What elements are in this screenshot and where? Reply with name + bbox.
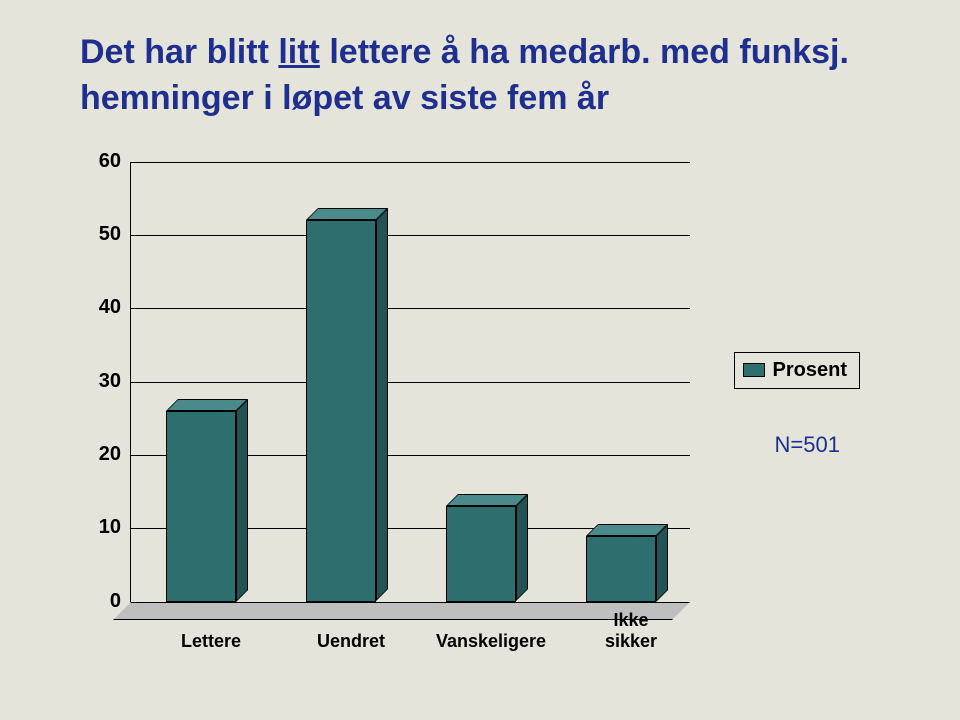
bar	[446, 506, 516, 601]
bar	[306, 220, 376, 601]
legend-swatch	[743, 363, 765, 377]
chart: 0 10 20 30 40 50 60 Lettere Uendret Vanskeligere I…	[80, 152, 900, 672]
legend-label: Prosent	[773, 359, 847, 382]
x-tick-label: Lettere	[181, 631, 241, 652]
slide: Det har blitt litt lettere å ha medarb. …	[0, 0, 960, 720]
x-tick-label: Uendret	[317, 631, 385, 652]
title-underlined: litt	[278, 33, 320, 71]
legend: Prosent	[734, 352, 860, 389]
plot-area: 0102030405060LettereUendretVanskeligereI…	[130, 162, 690, 602]
x-tick-label: Ikke sikker	[602, 610, 661, 652]
y-tick-label: 40	[81, 296, 121, 319]
chart-title: Det har blitt litt lettere å ha medarb. …	[80, 30, 920, 122]
y-tick-label: 60	[81, 150, 121, 173]
y-tick-label: 0	[81, 590, 121, 613]
bar	[166, 411, 236, 602]
sample-size-note: N=501	[775, 432, 840, 458]
y-tick-label: 20	[81, 443, 121, 466]
gridline	[131, 308, 690, 309]
bar	[586, 536, 656, 602]
title-part1: Det har blitt	[80, 33, 278, 71]
gridline	[131, 235, 690, 236]
y-tick-label: 30	[81, 370, 121, 393]
gridline	[131, 162, 690, 163]
gridline	[131, 382, 690, 383]
x-tick-label: Vanskeligere	[436, 631, 546, 652]
y-tick-label: 10	[81, 516, 121, 539]
y-tick-label: 50	[81, 223, 121, 246]
